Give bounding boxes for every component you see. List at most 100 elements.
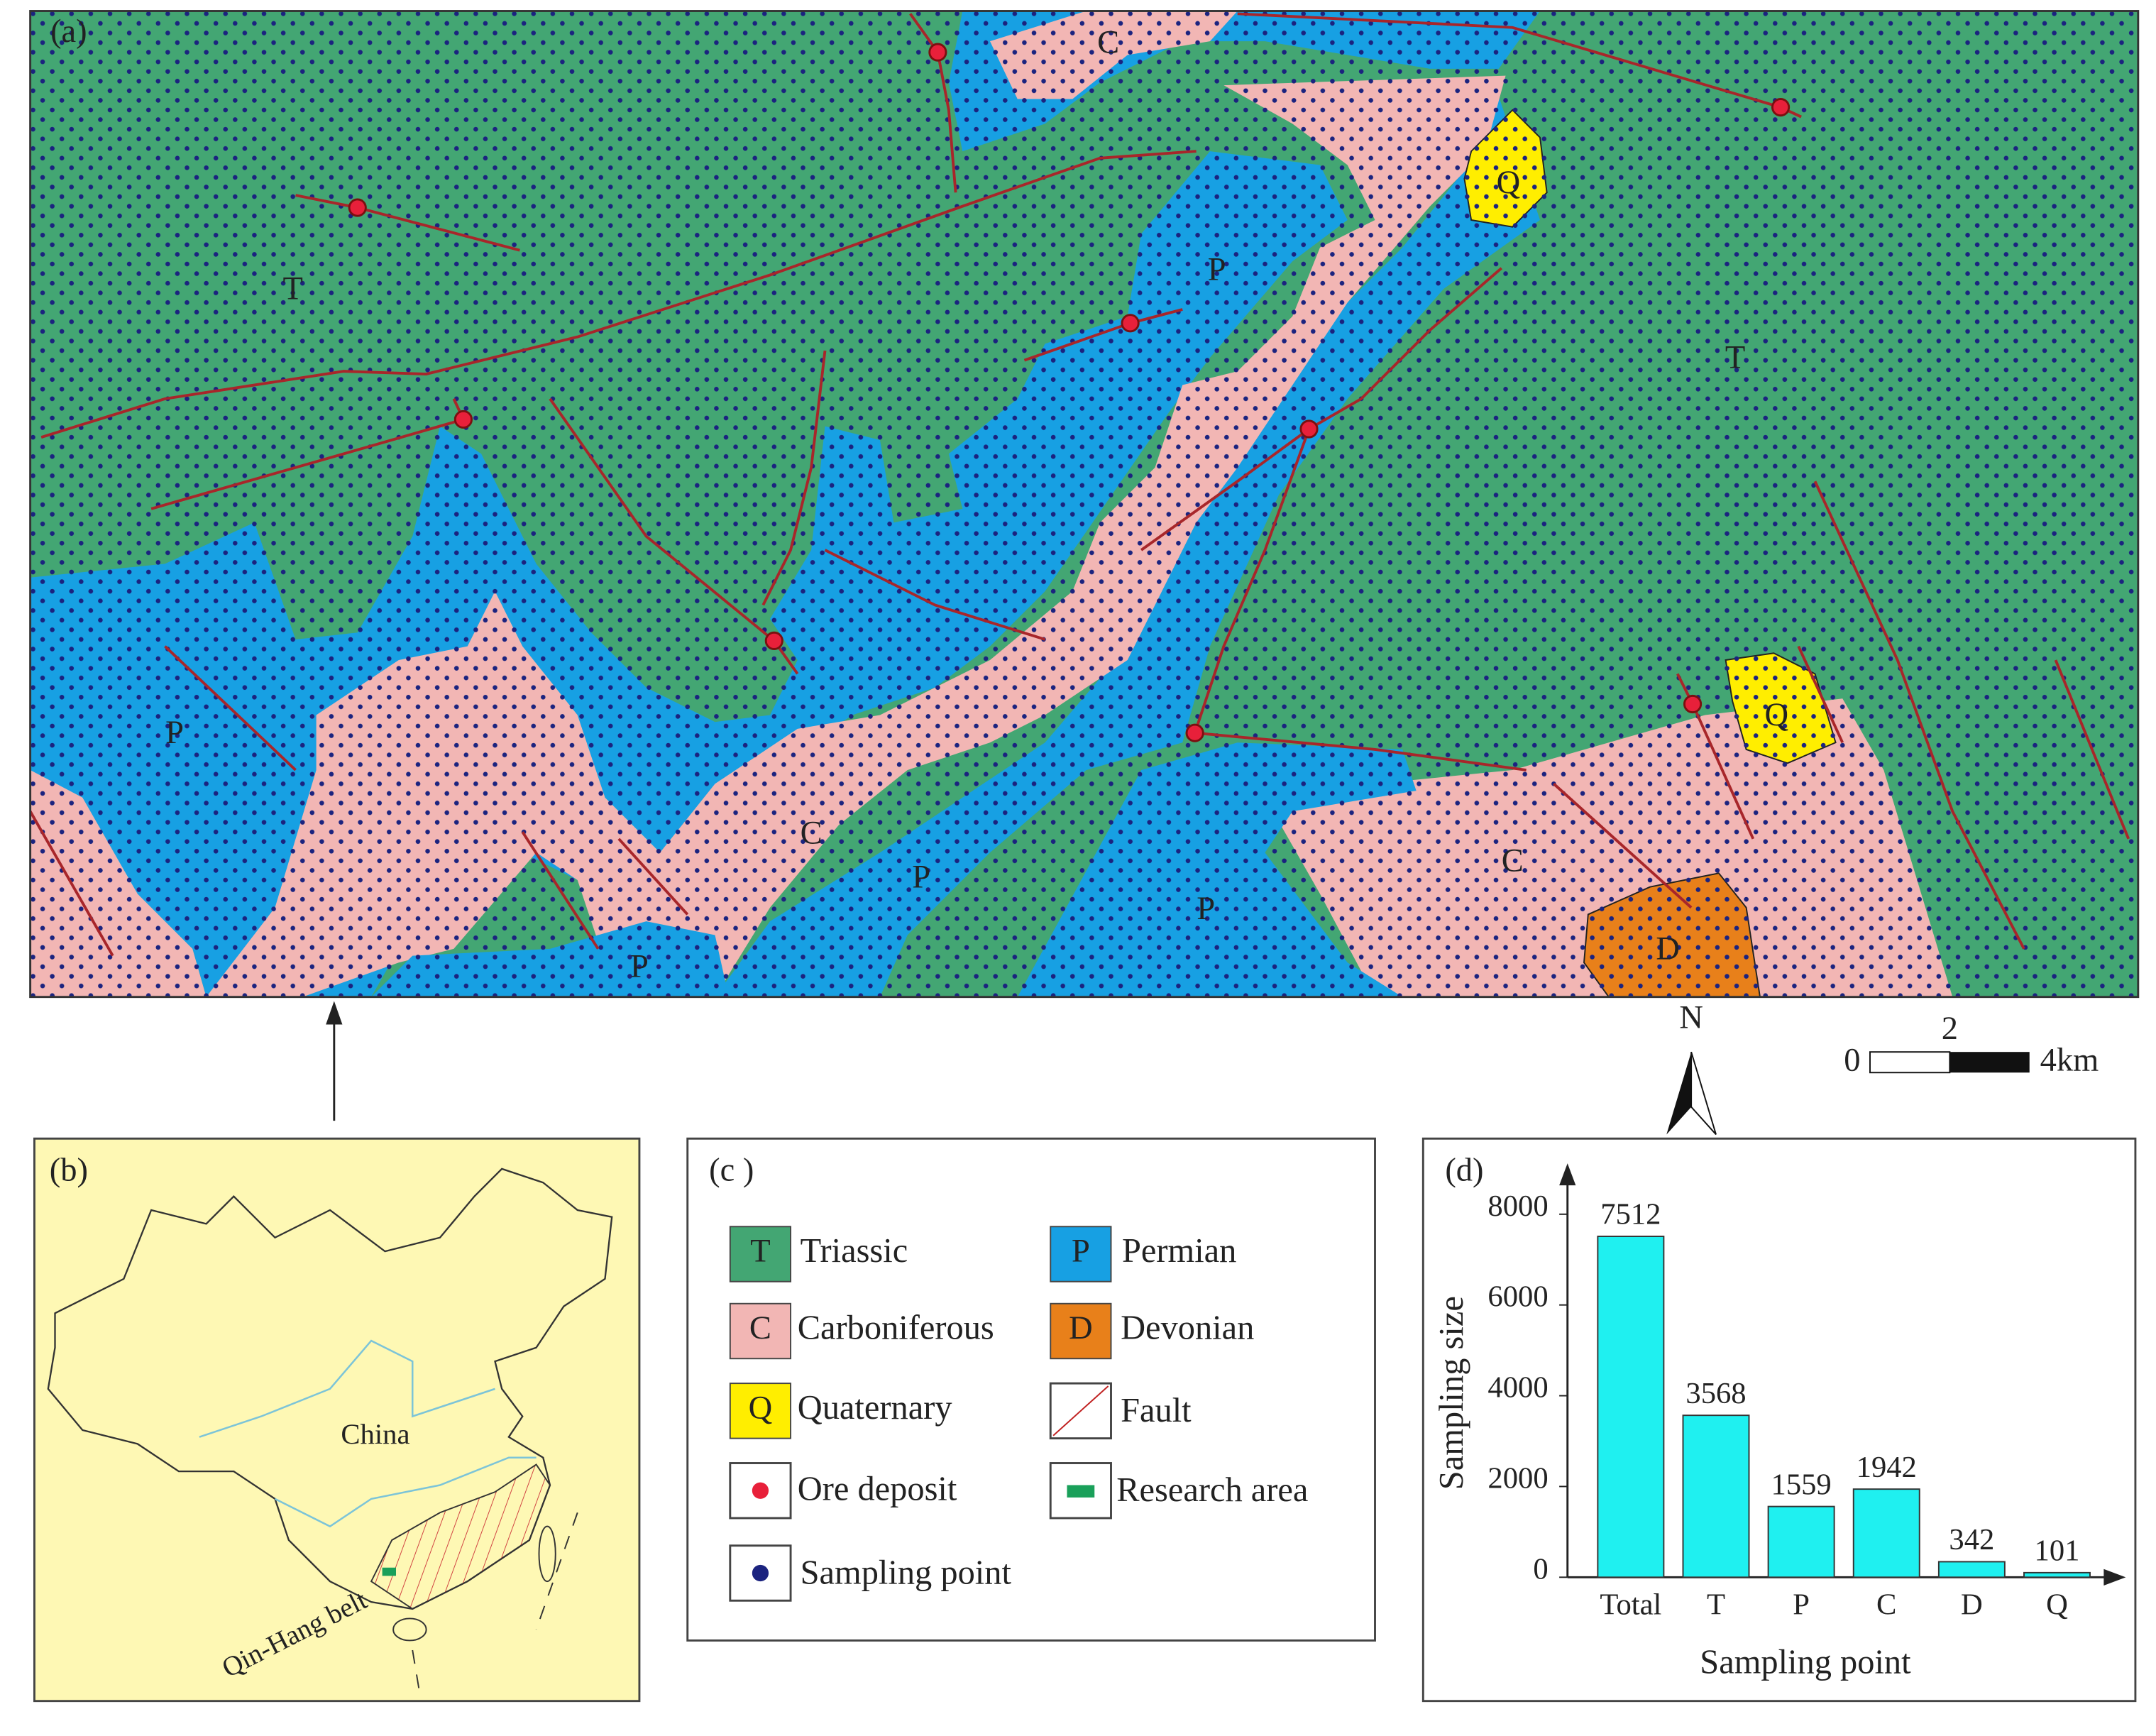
legend-label: Fault [1121,1392,1192,1429]
map-shape [412,1512,578,1692]
map-shape [538,1525,556,1583]
panel-label: (a) [50,13,87,50]
map-shape [30,11,2138,997]
unit-label: P [165,715,184,751]
value-label: 3568 [1685,1377,1746,1410]
legend-symbol: T [750,1234,770,1270]
legend-label: Quaternary [798,1389,953,1427]
legend [686,1137,1376,1642]
bar [1682,1414,1750,1578]
panel-label: (b) [50,1152,88,1188]
scale-label: 4km [2040,1042,2099,1078]
map-shape [1771,98,1791,117]
map-shape [1949,1052,2030,1073]
map-shape [909,13,957,193]
y-tick-label: 8000 [1487,1190,1548,1223]
y-tick-label: 4000 [1487,1371,1548,1405]
map-shape [1559,1163,1576,1186]
unit-label: Q [1764,697,1788,733]
map-shape [150,398,466,510]
geologic-map [30,11,2138,997]
map-shape [1299,419,1319,439]
map-shape [29,10,2140,999]
panel-label: (d) [1445,1152,1483,1188]
map-shape [453,410,473,429]
map-shape [30,811,114,957]
map-shape [1813,480,2025,950]
unit-label: T [282,270,302,307]
unit-label: D [1656,930,1680,967]
map-shape [392,1617,427,1642]
unit-label: C [801,815,823,852]
map-shape [729,1383,792,1439]
map-shape [33,1137,641,1703]
map-shape [1121,314,1140,333]
map-shape [1666,1052,1692,1135]
map-shape [729,1302,792,1360]
map-shape [2054,659,2130,840]
bar [1852,1488,1920,1578]
legend-symbol: P [1072,1234,1090,1270]
map-shape [686,1137,1376,1642]
map-shape [1553,782,1693,909]
map-shape [2103,1569,2126,1586]
annotations [326,1001,2030,1136]
unit-label: P [1197,891,1215,927]
ore-deposits [348,43,1791,742]
map-shape [752,1482,769,1499]
bar [2023,1571,2091,1578]
value-label: 1942 [1857,1451,1917,1484]
map-shape [382,1567,396,1576]
scale-label: 2 [1942,1011,1958,1047]
map-shape [1194,731,1527,771]
value-label: 1559 [1771,1468,1832,1501]
north-label: N [1679,999,1703,1035]
y-tick-label: 2000 [1487,1461,1548,1495]
bar-chart: 0 2000 4000 6000 8000 7512 Total 3568 T 1559 P 1942… [1421,1137,2137,1703]
map-shape [617,837,689,916]
map-shape [1869,1051,1951,1074]
map-shape [1050,1226,1112,1282]
unit-label: P [912,859,930,896]
map-shape [370,1463,551,1610]
map-shape [1185,723,1204,742]
map-shape [752,1564,769,1582]
x-tick-label: T [1707,1588,1725,1622]
map-shape [1690,1051,1717,1136]
value-label: 101 [2035,1534,2080,1568]
legend-symbol: D [1069,1310,1093,1346]
location-inset [33,1137,641,1703]
value-label: 342 [1949,1523,1994,1556]
map-shape [199,1339,495,1438]
scale-label: 0 [1844,1042,1860,1078]
x-axis-label: Sampling point [1700,1643,1911,1681]
legend-label: Permian [1122,1232,1236,1270]
bar [1597,1236,1665,1578]
map-shape [47,1168,613,1610]
unit-label: Q [1497,165,1521,201]
map-shape [764,631,783,650]
map-shape [40,150,1197,439]
x-tick-label: C [1876,1588,1896,1622]
legend-label: Sampling point [801,1554,1012,1591]
x-tick-label: D [1961,1588,1983,1622]
map-shape [729,1226,792,1282]
map-shape [1797,645,1844,744]
map-shape [1050,1302,1112,1360]
legend-label: Triassic [801,1232,908,1270]
map-shape [1683,694,1703,714]
map-shape [274,1456,537,1528]
x-tick-label: Total [1600,1588,1661,1622]
map-shape [761,350,827,606]
map-shape [1067,1485,1095,1498]
y-tick-label: 0 [1533,1552,1548,1586]
map-shape [824,549,1046,641]
map-shape [164,645,297,771]
map-shape [928,43,947,62]
y-tick-label: 6000 [1487,1280,1548,1314]
panel-label: (c ) [709,1152,754,1188]
legend-label: Ore deposit [798,1470,957,1507]
legend-label: Carboniferous [798,1309,994,1347]
x-tick-label: P [1793,1588,1810,1622]
